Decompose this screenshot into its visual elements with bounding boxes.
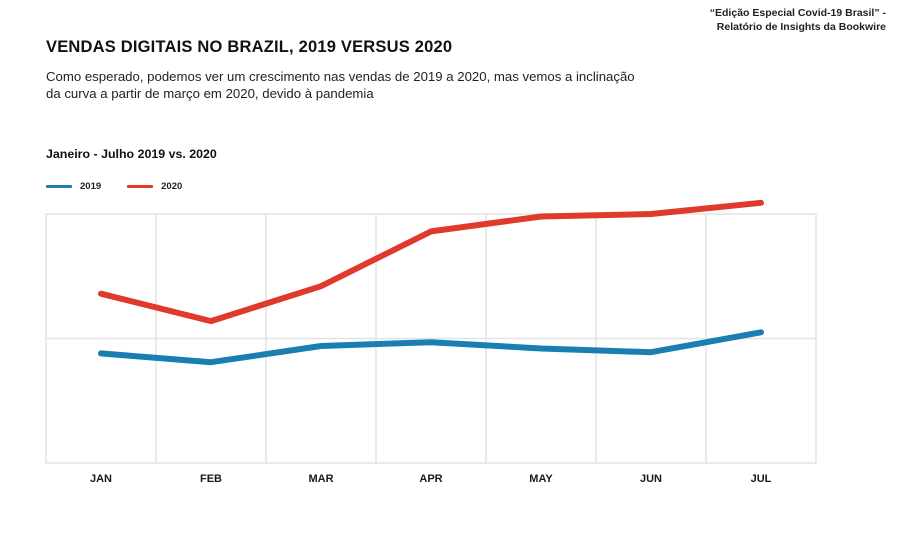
x-axis-ticks: JAN FEB MAR APR MAY JUN JUL [90, 473, 772, 485]
period-label: Janeiro - Julho 2019 vs. 2020 [46, 147, 217, 161]
x-tick-label: JUL [751, 473, 772, 485]
legend-label-2019: 2019 [80, 181, 102, 192]
x-tick-label: MAR [308, 473, 333, 485]
x-tick-label: APR [419, 473, 442, 485]
legend: 2019 2020 [46, 181, 208, 192]
x-tick-label: FEB [200, 473, 222, 485]
legend-label-2020: 2020 [161, 181, 183, 192]
legend-swatch-2020 [127, 184, 154, 189]
x-tick-label: MAY [529, 473, 553, 485]
legend-item-2020: 2020 [127, 181, 182, 192]
chart-title: VENDAS DIGITAIS NO BRAZIL, 2019 VERSUS 2… [46, 38, 453, 56]
series-line-2020 [98, 199, 764, 325]
legend-item-2019: 2019 [46, 181, 101, 192]
source-line-2: Relatório de Insights da Bookwire [716, 21, 886, 33]
series-lines [98, 199, 764, 366]
x-tick-label: JUN [640, 473, 662, 485]
source-note: “Edição Especial Covid-19 Brasil” - Rela… [710, 6, 886, 34]
legend-swatch-2019 [46, 184, 72, 189]
series-line-2019 [98, 329, 764, 366]
chart-subtitle: Como esperado, podemos ver um cresciment… [46, 69, 635, 101]
x-tick-label: JAN [90, 473, 112, 485]
grid [45, 213, 817, 464]
source-line-1: “Edição Especial Covid-19 Brasil” - [709, 7, 886, 19]
